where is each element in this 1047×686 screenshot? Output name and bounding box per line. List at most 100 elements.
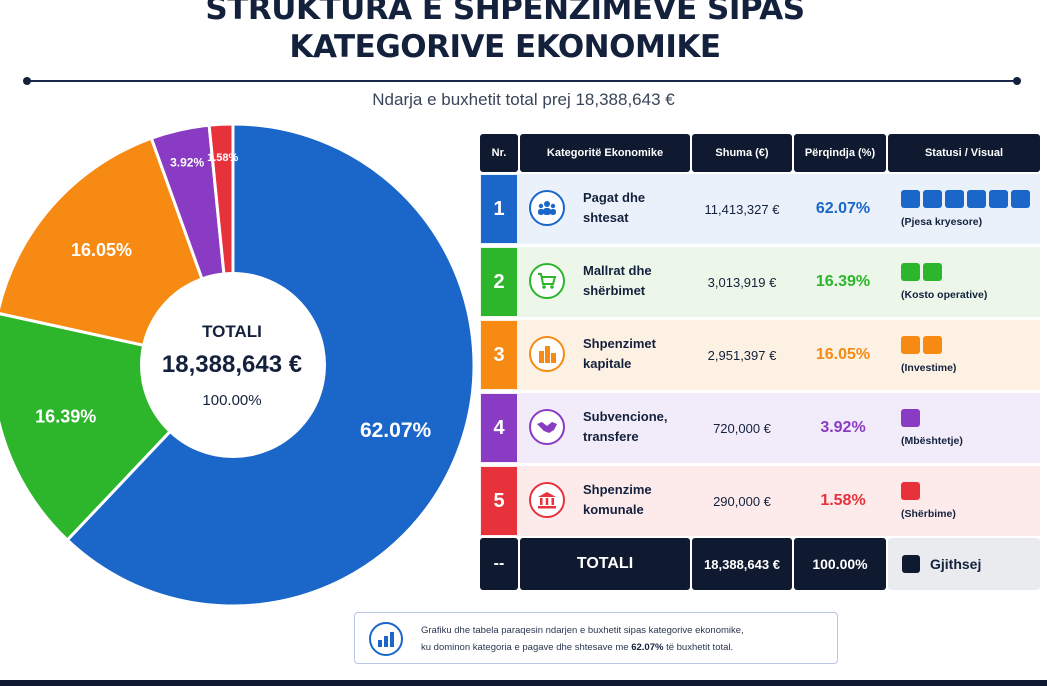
status-square: [901, 263, 920, 281]
row-category: Subvencione, transfere: [583, 407, 693, 447]
status-square: [945, 190, 964, 208]
slice-label: 16.39%: [35, 407, 96, 427]
bottom-bar: [0, 680, 1047, 686]
row-category-line-1: Shpenzime: [583, 482, 652, 497]
status-squares: [901, 336, 942, 354]
row-category-line-1: Pagat dhe: [583, 190, 646, 205]
footnote-text-a: ku dominon kategoria e pagave dhe shtesa…: [421, 642, 632, 653]
title-line-2: KATEGORIVE EKONOMIKE: [289, 29, 721, 65]
footnote-highlight: 62.07%: [631, 642, 664, 653]
header-category: Kategoritë Ekonomike: [520, 134, 690, 172]
row-category-line-2: kapitale: [583, 356, 632, 371]
total-percent: 100.00%: [794, 538, 886, 590]
total-status-square: [902, 555, 920, 573]
table-row: 1 Pagat dhe shtesat 11,413,327 € 62.07% …: [480, 174, 1040, 244]
row-percent: 62.07%: [815, 200, 871, 217]
row-number: 2: [481, 248, 517, 316]
cart-icon: [529, 263, 565, 299]
total-label: TOTALI: [520, 538, 690, 590]
status-square: [989, 190, 1008, 208]
row-category-line-2: komunale: [583, 502, 644, 517]
row-amount: 2,951,397 €: [707, 347, 777, 363]
status-squares: [901, 190, 1030, 208]
row-category-line-1: Mallrat dhe: [583, 263, 652, 278]
row-percent: 16.39%: [815, 273, 871, 290]
row-status: (Pjesa kryesore): [901, 216, 983, 228]
donut-hole: [140, 272, 326, 458]
row-status: (Investime): [901, 362, 957, 374]
row-background: [480, 393, 1040, 463]
row-status: (Shërbime): [901, 508, 956, 520]
footnote-line-1: Grafiku dhe tabela paraqesin ndarjen e b…: [421, 625, 744, 636]
footnote-line-2: ku dominon kategoria e pagave dhe shtesa…: [421, 639, 831, 656]
header-status: Statusi / Visual: [888, 134, 1040, 172]
row-background: [480, 320, 1040, 390]
row-number: 5: [481, 467, 517, 535]
total-status-label: Gjithsej: [930, 556, 982, 572]
row-percent: 1.58%: [820, 492, 866, 509]
row-amount: 290,000 €: [713, 493, 771, 509]
people-icon: [529, 190, 565, 226]
row-background: [480, 466, 1040, 536]
status-squares: [901, 482, 920, 500]
title-divider: [23, 77, 1021, 85]
row-amount: 11,413,327 €: [704, 201, 780, 217]
status-square: [1011, 190, 1030, 208]
row-amount: 720,000 €: [713, 420, 771, 436]
center-total-value: 18,388,643 €: [161, 351, 303, 378]
title-line-1: STRUKTURA E SHPENZIMEVE SIPAS: [205, 0, 805, 27]
status-square: [901, 336, 920, 354]
status-square: [923, 263, 942, 281]
slice-label: 62.07%: [360, 419, 432, 442]
total-nr: --: [480, 538, 518, 590]
divider-dot-right: [1013, 77, 1021, 85]
slice-label: 16.05%: [71, 240, 132, 260]
center-total-title: TOTALI: [202, 322, 262, 341]
row-category-line-2: shërbimet: [583, 283, 646, 298]
row-status: (Mbështetje): [901, 435, 963, 447]
slice-label: 3.92%: [170, 155, 204, 169]
bar-chart-icon: [369, 622, 403, 656]
table-row: 4 Subvencione, transfere 720,000 € 3.92%…: [480, 393, 1040, 463]
row-category-line-1: Subvencione,: [583, 409, 668, 424]
status-square: [967, 190, 986, 208]
divider-dot-left: [23, 77, 31, 85]
subtitle: Ndarja e buxhetit total prej 18,388,643 …: [372, 90, 675, 109]
handshake-icon: [529, 409, 565, 445]
row-amount: 3,013,919 €: [707, 274, 777, 290]
table-row: 2 Mallrat dhe shërbimet 3,013,919 € 16.3…: [480, 247, 1040, 317]
row-category-line-1: Shpenzimet: [583, 336, 656, 351]
footnote-box: Grafiku dhe tabela paraqesin ndarjen e b…: [354, 612, 838, 664]
row-category: Mallrat dhe shërbimet: [583, 261, 693, 301]
table-row: 3 Shpenzimet kapitale 2,951,397 € 16.05%…: [480, 320, 1040, 390]
status-squares: [901, 263, 942, 281]
row-category: Shpenzime komunale: [583, 480, 693, 520]
row-category: Pagat dhe shtesat: [583, 188, 693, 228]
status-square: [901, 190, 920, 208]
row-background: [480, 247, 1040, 317]
row-number: 1: [481, 175, 517, 243]
page-title: STRUKTURA E SHPENZIMEVE SIPAS KATEGORIVE…: [0, 0, 1010, 66]
header-percent: Përqindja (%): [794, 134, 886, 172]
row-percent: 3.92%: [820, 419, 866, 436]
status-square: [901, 409, 920, 427]
status-square: [923, 190, 942, 208]
slice-label: 1.58%: [207, 152, 238, 164]
table-row: 5 Shpenzime komunale 290,000 € 1.58% (Sh…: [480, 466, 1040, 536]
status-square: [901, 482, 920, 500]
header-nr: Nr.: [480, 134, 518, 172]
status-squares: [901, 409, 920, 427]
total-status: Gjithsej: [888, 538, 1040, 590]
donut-chart: 62.07% 16.39% 16.05% 3.92% 1.58%: [0, 122, 476, 608]
row-category: Shpenzimet kapitale: [583, 334, 693, 374]
row-status: (Kosto operative): [901, 289, 988, 301]
header-amount: Shuma (€): [692, 134, 792, 172]
buildings-icon: [529, 336, 565, 372]
footnote-text-c: të buxhetit total.: [663, 642, 734, 653]
row-number: 3: [481, 321, 517, 389]
institution-icon: [529, 482, 565, 518]
row-category-line-2: shtesat: [583, 210, 629, 225]
table-total-row: -- TOTALI 18,388,643 € 100.00% Gjithsej: [480, 538, 1040, 590]
center-total-percent: 100.00%: [202, 392, 262, 409]
row-category-line-2: transfere: [583, 429, 639, 444]
